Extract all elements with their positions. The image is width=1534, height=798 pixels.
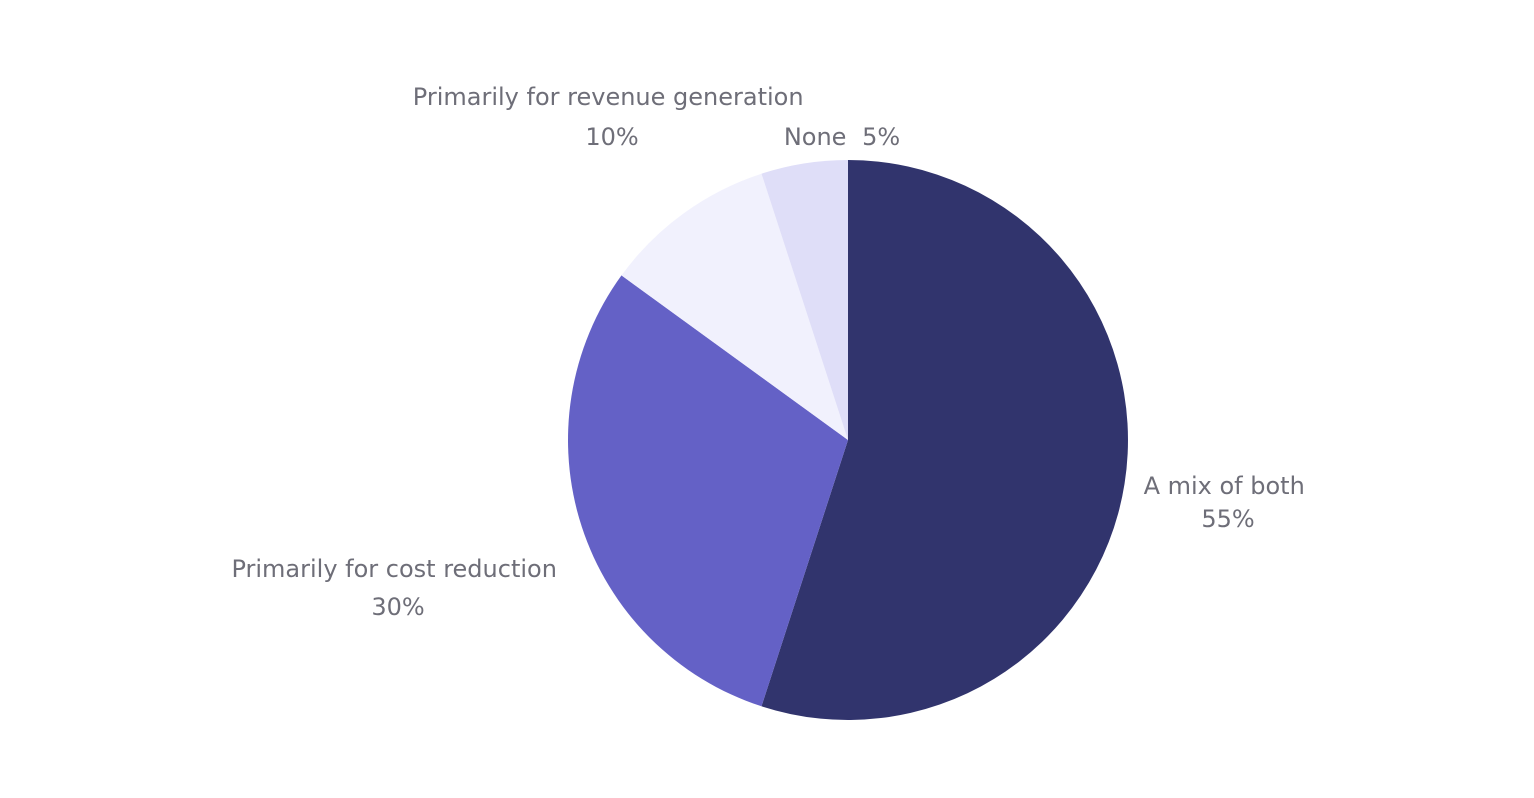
label-none-value: 5% [862, 123, 900, 151]
label-a-mix-of-both-name: A mix of both [1144, 472, 1305, 500]
pie-slice-a-mix-of-both [761, 160, 1128, 720]
pie-slice-primarily-for-cost-reduction [568, 275, 848, 707]
pie-slices [568, 160, 1128, 720]
pie-slice-primarily-for-revenue-generation [621, 173, 848, 440]
label-revenue-generation-value: 10% [585, 123, 638, 151]
pie-slice-none [761, 160, 848, 440]
label-revenue-generation-name: Primarily for revenue generation [413, 83, 804, 111]
pie-labels: A mix of both 55% Primarily for cost red… [231, 83, 1313, 621]
label-a-mix-of-both-value: 55% [1201, 505, 1254, 533]
label-cost-reduction-name: Primarily for cost reduction [231, 555, 556, 583]
label-cost-reduction: Primarily for cost reduction 30% [231, 555, 564, 621]
label-none: None 5% [784, 123, 900, 151]
label-a-mix-of-both: A mix of both 55% [1144, 472, 1313, 533]
label-none-name: None [784, 123, 847, 151]
label-revenue-generation: Primarily for revenue generation 10% [413, 83, 811, 151]
label-cost-reduction-value: 30% [371, 593, 424, 621]
